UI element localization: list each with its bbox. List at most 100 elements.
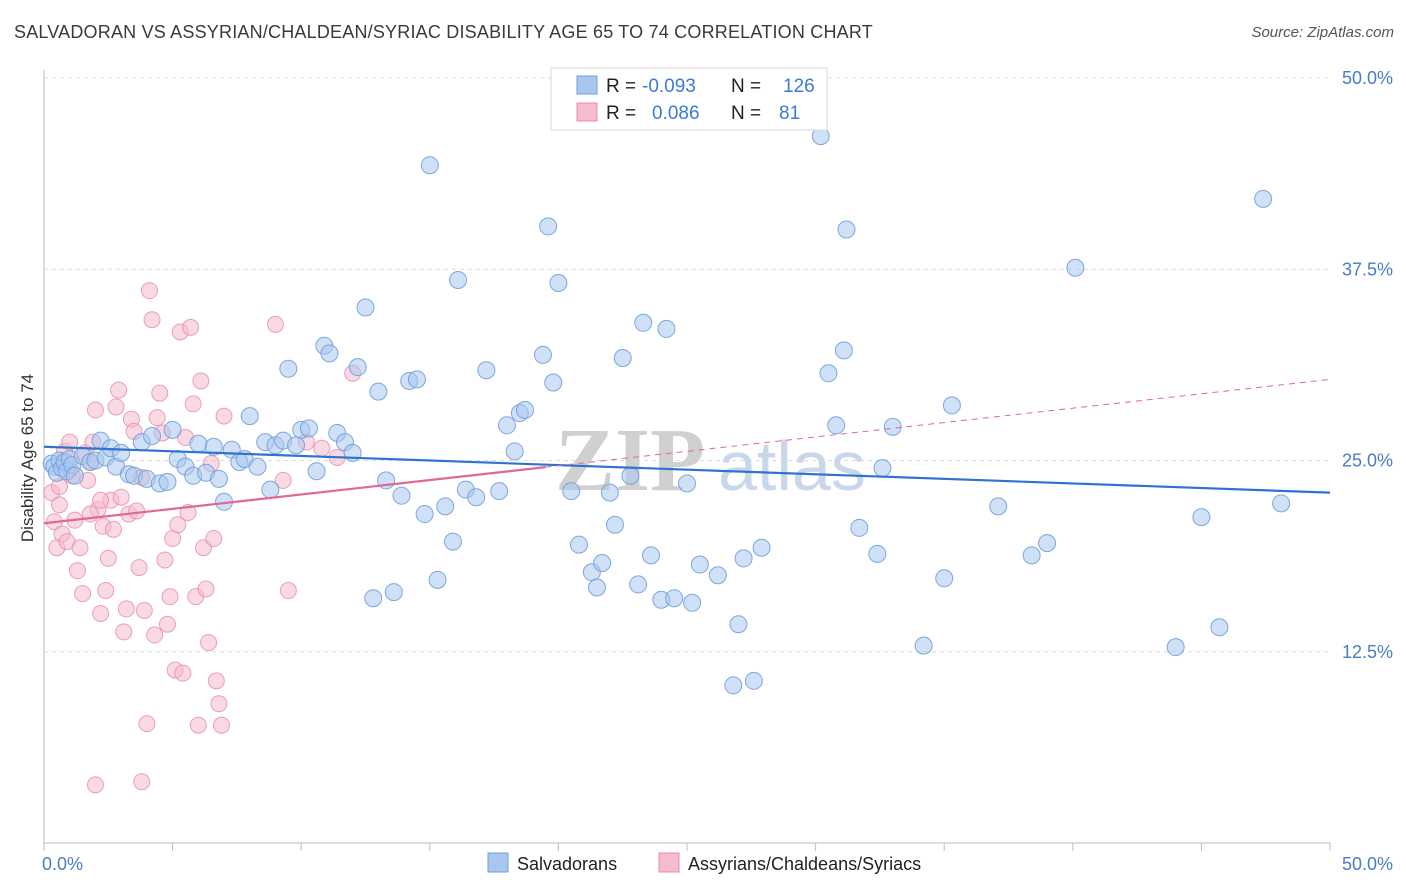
salvadoran-point-117 (989, 497, 1008, 516)
legend-r-value-2: 0.086 (652, 103, 700, 124)
y-tick-label-0: 12.5% (1342, 642, 1393, 662)
watermark-atlas: atlas (718, 427, 866, 505)
salvadoran-point-87 (613, 348, 632, 367)
salvadoran-point-123 (1210, 618, 1229, 637)
salvadoran-point-64 (428, 570, 447, 589)
salvadoran-point-109 (837, 220, 856, 239)
salvadoran-point-125 (1272, 494, 1291, 513)
salvadoran-point-38 (248, 457, 267, 476)
salvadoran-point-47 (307, 462, 326, 481)
y-tick-label-3: 50.0% (1342, 68, 1393, 88)
axes (43, 70, 1331, 851)
salvadoran-point-22 (143, 427, 162, 446)
assyrian-point-46 (161, 588, 179, 606)
salvadoran-point-71 (490, 482, 509, 501)
assyrian-point-68 (266, 315, 284, 333)
y-tick-label-2: 37.5% (1342, 259, 1393, 279)
salvadoran-point-107 (827, 416, 846, 435)
assyrian-point-21 (97, 582, 115, 600)
salvadoran-point-98 (708, 566, 727, 585)
assyrian-point-19 (92, 605, 110, 622)
legend-n-value-2: 81 (779, 103, 800, 124)
assyrian-point-33 (128, 502, 146, 520)
assyrian-point-27 (112, 488, 130, 506)
assyrian-point-51 (174, 664, 192, 682)
salvadoran-point-32 (209, 469, 228, 488)
assyrian-point-63 (205, 530, 223, 548)
salvadoran-point-37 (240, 407, 259, 426)
assyrian-point-58 (192, 372, 210, 390)
assyrian-point-22 (99, 549, 117, 567)
salvadoran-point-120 (1066, 258, 1085, 277)
salvadoran-point-24 (158, 472, 177, 491)
bottom-legend-swatch-blue (487, 852, 509, 873)
salvadoran-point-108 (834, 341, 853, 360)
assyrian-point-34 (130, 559, 148, 577)
assyrian-point-40 (146, 626, 164, 644)
salvadoran-point-83 (587, 578, 606, 597)
bottom-legend-salvadorans: Salvadorans (517, 854, 617, 874)
legend-n-label-1: N = (731, 76, 761, 97)
assyrian-point-80 (92, 491, 110, 509)
assyrian-point-3 (50, 496, 68, 514)
salvadoran-trend-line (43, 445, 1331, 494)
x-tick-labels: 0.0% 50.0% (42, 854, 1393, 874)
salvadoran-point-90 (634, 313, 653, 332)
y-tick-labels: 12.5% 25.0% 37.5% 50.0% (1342, 68, 1393, 662)
salvadoran-point-113 (883, 417, 902, 436)
series-legend: Salvadorans Assyrians/Chaldeans/Syriacs (487, 852, 921, 874)
assyrian-point-67 (215, 407, 233, 425)
salvadoran-point-46 (299, 419, 318, 438)
salvadoran-point-66 (443, 532, 462, 551)
salvadoran-point-124 (1254, 189, 1273, 208)
legend-swatch-pink (576, 102, 598, 122)
salvadoran-point-106 (819, 364, 838, 383)
chart-title: SALVADORAN VS ASSYRIAN/CHALDEAN/SYRIAC D… (14, 22, 873, 42)
assyrian-point-25 (107, 398, 125, 416)
series-assyrian-points (43, 282, 362, 794)
salvadoran-point-102 (744, 671, 763, 690)
salvadoran-point-111 (868, 544, 887, 563)
salvadoran-point-72 (497, 416, 516, 435)
x-tick-label-0: 0.0% (42, 854, 83, 874)
salvadoran-point-73 (505, 442, 524, 461)
salvadoran-point-101 (734, 549, 753, 568)
salvadoran-point-88 (621, 466, 640, 485)
salvadoran-point-44 (287, 436, 306, 455)
assyrian-point-42 (151, 384, 169, 402)
salvadoran-point-99 (724, 676, 743, 695)
assyrian-point-29 (117, 600, 135, 618)
salvadoran-point-70 (477, 361, 496, 380)
assyrian-point-24 (104, 520, 122, 538)
legend-r-label-1: R = (606, 76, 636, 97)
salvadoran-point-78 (544, 373, 563, 392)
salvadoran-point-31 (204, 437, 223, 456)
assyrian-point-75 (86, 776, 104, 794)
assyrian-point-41 (148, 409, 166, 427)
salvadoran-point-121 (1166, 638, 1185, 657)
assyrian-point-61 (200, 634, 218, 652)
assyrian-point-17 (86, 401, 104, 419)
assyrian-point-57 (189, 716, 207, 734)
salvadoran-point-85 (600, 483, 619, 502)
bottom-legend-swatch-pink (658, 852, 680, 873)
legend-r-value-1: -0.093 (642, 76, 696, 97)
salvadoran-point-80 (562, 482, 581, 501)
assyrian-point-10 (68, 562, 86, 580)
assyrian-point-37 (138, 715, 156, 733)
assyrian-point-38 (140, 282, 158, 300)
assyrian-point-65 (210, 695, 228, 713)
grid (44, 77, 1330, 653)
salvadoran-point-114 (914, 636, 933, 655)
salvadoran-point-100 (729, 615, 748, 634)
salvadoran-point-55 (364, 589, 383, 608)
salvadoran-point-94 (665, 589, 684, 608)
salvadoran-point-95 (678, 474, 696, 493)
salvadoran-point-69 (467, 488, 486, 507)
bottom-legend-assyrians: Assyrians/Chaldeans/Syriacs (688, 854, 921, 874)
salvadoran-point-65 (436, 497, 455, 516)
y-axis-label: Disability Age 65 to 74 (18, 374, 37, 542)
salvadoran-point-116 (942, 396, 961, 415)
salvadoran-point-81 (569, 535, 588, 554)
assyrian-point-66 (212, 716, 230, 734)
